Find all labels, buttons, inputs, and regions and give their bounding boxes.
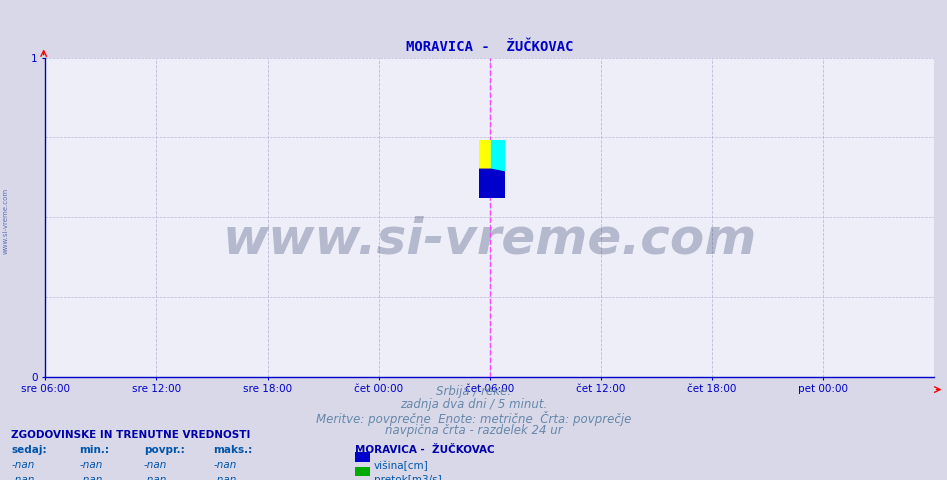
Text: -nan: -nan (213, 475, 237, 480)
Text: -nan: -nan (144, 475, 168, 480)
Text: navpična črta - razdelek 24 ur: navpična črta - razdelek 24 ur (384, 424, 563, 437)
Text: -nan: -nan (80, 475, 103, 480)
Title: MORAVICA -  ŽUČKOVAC: MORAVICA - ŽUČKOVAC (406, 40, 573, 54)
Text: -nan: -nan (11, 460, 35, 470)
Text: -nan: -nan (80, 460, 103, 470)
Text: -nan: -nan (11, 475, 35, 480)
Text: www.si-vreme.com: www.si-vreme.com (223, 216, 757, 264)
Polygon shape (479, 141, 491, 169)
Text: -nan: -nan (213, 460, 237, 470)
Text: min.:: min.: (80, 445, 110, 456)
Text: maks.:: maks.: (213, 445, 252, 456)
Text: pretok[m3/s]: pretok[m3/s] (374, 475, 442, 480)
Polygon shape (479, 169, 506, 198)
Text: sedaj:: sedaj: (11, 445, 47, 456)
Text: MORAVICA -  ŽUČKOVAC: MORAVICA - ŽUČKOVAC (355, 445, 494, 456)
Text: ZGODOVINSKE IN TRENUTNE VREDNOSTI: ZGODOVINSKE IN TRENUTNE VREDNOSTI (11, 430, 251, 440)
Text: -nan: -nan (144, 460, 168, 470)
Text: povpr.:: povpr.: (144, 445, 185, 456)
Text: Srbija / reke.: Srbija / reke. (436, 385, 511, 398)
Text: višina[cm]: višina[cm] (374, 460, 429, 471)
Text: www.si-vreme.com: www.si-vreme.com (3, 188, 9, 254)
Polygon shape (491, 141, 506, 172)
Text: zadnja dva dni / 5 minut.: zadnja dva dni / 5 minut. (400, 398, 547, 411)
Text: Meritve: povprečne  Enote: metrične  Črta: povprečje: Meritve: povprečne Enote: metrične Črta:… (315, 411, 632, 426)
